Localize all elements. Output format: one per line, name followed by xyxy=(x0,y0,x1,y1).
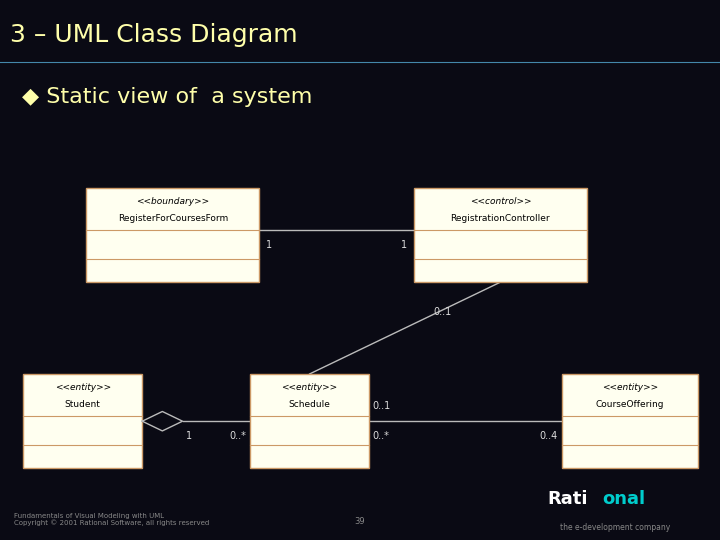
Text: Schedule: Schedule xyxy=(289,400,330,409)
Text: onal: onal xyxy=(603,490,646,508)
Text: <<entity>>: <<entity>> xyxy=(282,383,338,392)
Text: CourseOffering: CourseOffering xyxy=(595,400,665,409)
Text: 39: 39 xyxy=(355,517,365,526)
Text: the e-development company: the e-development company xyxy=(560,523,671,532)
Text: 0..1: 0..1 xyxy=(373,401,391,411)
Text: 1: 1 xyxy=(266,240,273,250)
Text: 0..1: 0..1 xyxy=(433,307,452,317)
Text: <<boundary>>: <<boundary>> xyxy=(136,197,210,206)
Text: RegistrationController: RegistrationController xyxy=(451,214,550,223)
Text: <<control>>: <<control>> xyxy=(469,197,531,206)
Text: <<entity>>: <<entity>> xyxy=(55,383,111,392)
Bar xyxy=(414,188,587,282)
Text: 0..4: 0..4 xyxy=(540,431,558,441)
Polygon shape xyxy=(143,411,183,431)
Text: 1: 1 xyxy=(186,431,192,441)
Text: <<entity>>: <<entity>> xyxy=(602,383,658,392)
Text: 0..*: 0..* xyxy=(230,431,246,441)
Text: Student: Student xyxy=(65,400,101,409)
Text: ◆ Static view of  a system: ◆ Static view of a system xyxy=(22,87,312,107)
Text: 3 – UML Class Diagram: 3 – UML Class Diagram xyxy=(10,23,297,47)
Bar xyxy=(23,374,143,468)
Text: 0..*: 0..* xyxy=(373,431,390,441)
Bar xyxy=(562,374,698,468)
Text: RegisterForCoursesForm: RegisterForCoursesForm xyxy=(117,214,228,223)
Text: Rati: Rati xyxy=(547,490,588,508)
Bar xyxy=(86,188,259,282)
Text: Fundamentals of Visual Modeling with UML
Copyright © 2001 Rational Software, all: Fundamentals of Visual Modeling with UML… xyxy=(14,512,210,526)
Bar xyxy=(251,374,369,468)
Text: 1: 1 xyxy=(400,240,407,250)
